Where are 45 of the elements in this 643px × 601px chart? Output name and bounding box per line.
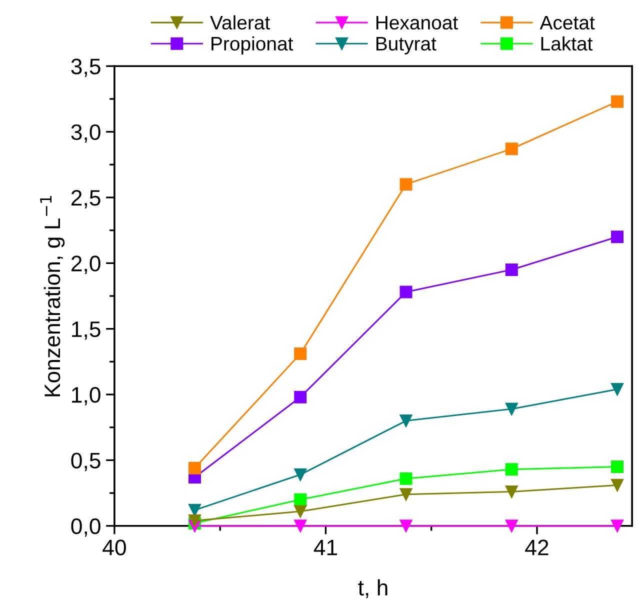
point (400, 414, 412, 428)
point (505, 485, 518, 498)
point (294, 468, 307, 481)
legend-label: Propionat (212, 36, 294, 54)
point (505, 463, 518, 476)
y-tick-label: 1,5 (72, 322, 100, 340)
point (400, 472, 412, 485)
x-tick-label: 40 (102, 540, 126, 556)
point (611, 478, 624, 492)
point (400, 488, 412, 501)
point (400, 520, 412, 532)
point (400, 286, 412, 298)
y-tick-label: 3,0 (71, 124, 100, 143)
point (294, 505, 307, 518)
y-tick-label: 3,5 (71, 58, 100, 78)
point (505, 142, 518, 156)
y-tick-label: 2,5 (71, 190, 100, 208)
y-axis-title: Konzentration, g L$^{−1}$ (40, 196, 65, 396)
point (611, 383, 624, 396)
point (611, 460, 624, 474)
point (611, 520, 624, 532)
point (294, 493, 307, 506)
point (400, 178, 412, 191)
point (294, 390, 307, 404)
x-tick-label: 42 (525, 540, 548, 556)
legend-label: Acetat (540, 16, 595, 30)
point (294, 348, 307, 360)
point (188, 462, 201, 474)
point (505, 520, 518, 532)
legend-label: Laktat (541, 36, 593, 51)
x-axis-title: t, h (358, 579, 388, 598)
x-tick-label: 41 (314, 540, 337, 556)
point (505, 402, 518, 416)
legend-label: Hexanoat (376, 16, 458, 30)
legend-label: Valerat (210, 15, 270, 30)
y-tick-label: 0,0 (71, 518, 100, 537)
point (611, 230, 624, 244)
y-tick-label: 2,0 (71, 256, 100, 274)
point (611, 95, 624, 108)
point (294, 520, 307, 532)
legend-label: Butyrat (376, 37, 436, 54)
y-tick-label: 0,5 (71, 452, 100, 472)
point (188, 514, 201, 527)
y-tick-label: 1,0 (72, 387, 100, 406)
point (505, 263, 518, 276)
